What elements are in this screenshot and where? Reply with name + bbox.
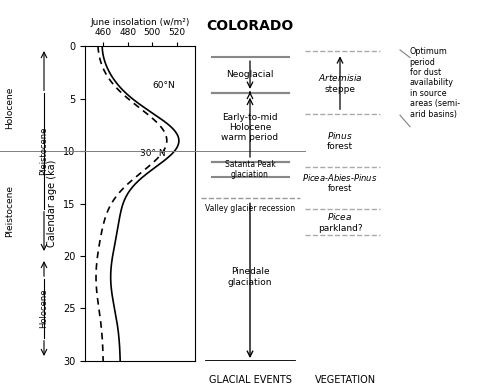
Text: Holocene: Holocene <box>6 86 15 129</box>
Text: Satanta Peak
glaciation: Satanta Peak glaciation <box>224 160 276 179</box>
Text: $\it{Pinus}$
forest: $\it{Pinus}$ forest <box>327 130 353 151</box>
Title: June insolation (w/m²): June insolation (w/m²) <box>90 18 190 27</box>
Text: 30° N: 30° N <box>140 149 166 158</box>
Text: Neoglacial: Neoglacial <box>226 70 274 79</box>
Text: Optimum
period
for dust
availability
in source
areas (semi-
arid basins): Optimum period for dust availability in … <box>410 47 460 119</box>
Text: Pleistocene: Pleistocene <box>40 127 48 175</box>
Text: $\it{Picea}$-$\it{Abies}$-$\it{Pinus}$
forest: $\it{Picea}$-$\it{Abies}$-$\it{Pinus}$ f… <box>302 172 378 193</box>
Text: $\it{Artemisia}$
steppe: $\it{Artemisia}$ steppe <box>318 72 362 94</box>
Text: 60°N: 60°N <box>152 81 175 90</box>
Text: Pleistocene: Pleistocene <box>6 185 15 237</box>
Text: Valley glacier recession: Valley glacier recession <box>205 204 295 212</box>
Text: Pinedale
glaciation: Pinedale glaciation <box>228 267 272 287</box>
Text: Early-to-mid
Holocene
warm period: Early-to-mid Holocene warm period <box>222 113 278 142</box>
Text: Holocene: Holocene <box>40 289 48 328</box>
Y-axis label: Calendar age (ka): Calendar age (ka) <box>47 160 57 247</box>
Text: $\it{Picea}$
parkland?: $\it{Picea}$ parkland? <box>318 211 362 233</box>
Text: COLORADO: COLORADO <box>206 19 294 33</box>
Text: VEGETATION
(semi-arid basins): VEGETATION (semi-arid basins) <box>301 375 389 384</box>
Text: GLACIAL EVENTS
(Front Range): GLACIAL EVENTS (Front Range) <box>208 375 292 384</box>
